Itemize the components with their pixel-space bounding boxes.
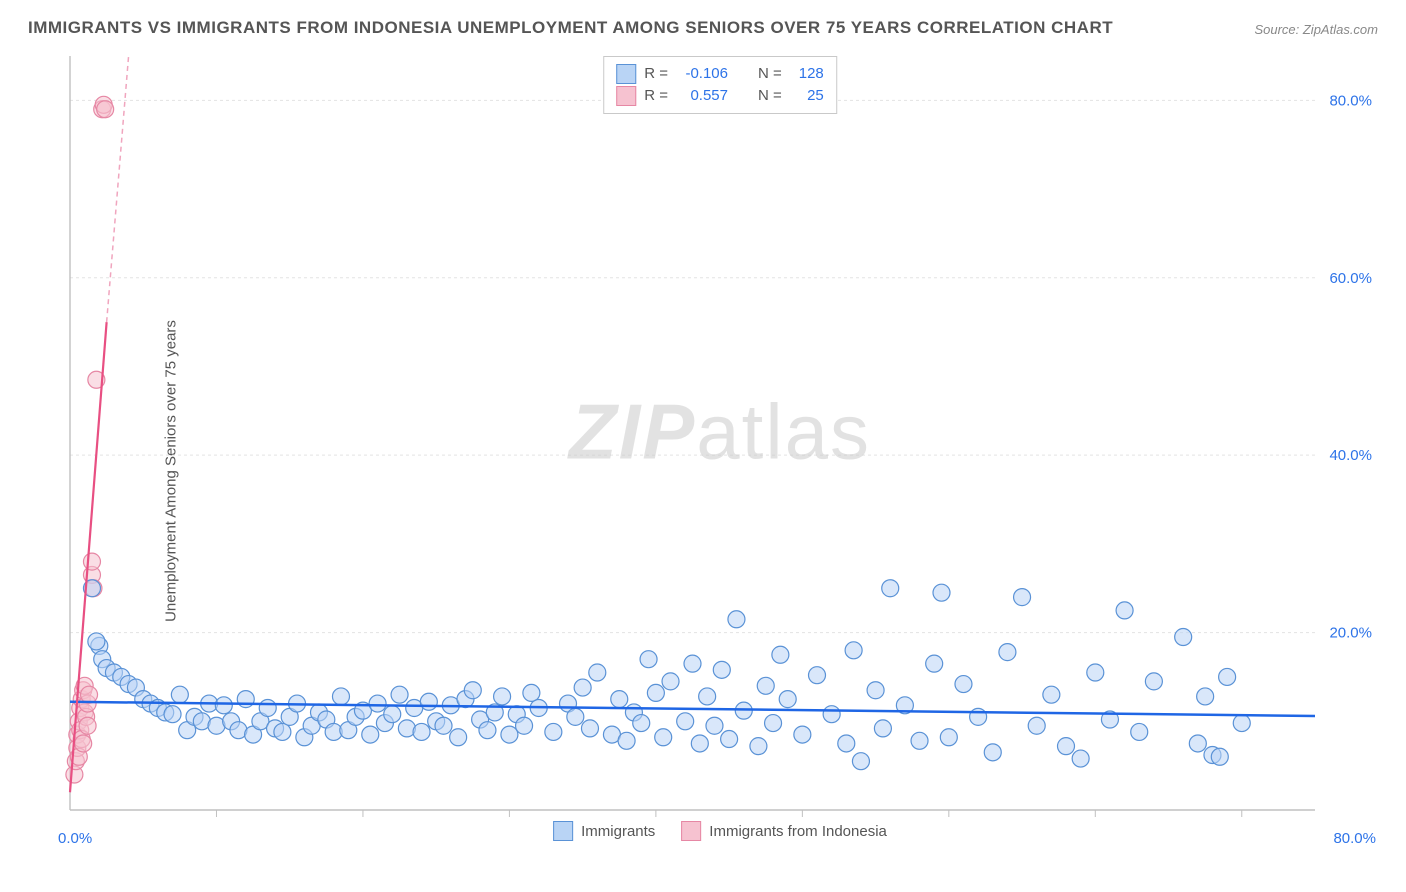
- correlation-legend: R = -0.106 N = 128 R = 0.557 N = 25: [603, 56, 837, 114]
- series-legend: Immigrants Immigrants from Indonesia: [553, 821, 887, 841]
- r-label: R =: [644, 63, 668, 85]
- legend-item-indonesia: Immigrants from Indonesia: [681, 821, 887, 841]
- source-link[interactable]: ZipAtlas.com: [1303, 22, 1378, 37]
- source-prefix: Source:: [1254, 22, 1302, 37]
- swatch-immigrants: [616, 64, 636, 84]
- legend-label-indonesia: Immigrants from Indonesia: [709, 823, 887, 840]
- chart-container: Unemployment Among Seniors over 75 years…: [0, 50, 1406, 892]
- legend-row-indonesia: R = 0.557 N = 25: [616, 85, 824, 107]
- legend-row-immigrants: R = -0.106 N = 128: [616, 63, 824, 85]
- svg-text:40.0%: 40.0%: [1329, 447, 1372, 464]
- legend-item-immigrants: Immigrants: [553, 821, 655, 841]
- plot-area: R = -0.106 N = 128 R = 0.557 N = 25 20.0…: [60, 50, 1380, 845]
- swatch-immigrants: [553, 821, 573, 841]
- legend-label-immigrants: Immigrants: [581, 823, 655, 840]
- r-value-indonesia: 0.557: [676, 85, 728, 107]
- svg-text:80.0%: 80.0%: [1329, 92, 1372, 109]
- svg-text:60.0%: 60.0%: [1329, 270, 1372, 287]
- chart-title: IMMIGRANTS VS IMMIGRANTS FROM INDONESIA …: [28, 18, 1113, 38]
- source-attribution: Source: ZipAtlas.com: [1254, 22, 1378, 37]
- swatch-indonesia: [681, 821, 701, 841]
- swatch-indonesia: [616, 86, 636, 106]
- n-label: N =: [758, 85, 782, 107]
- r-value-immigrants: -0.106: [676, 63, 728, 85]
- n-value-immigrants: 128: [790, 63, 824, 85]
- chart-svg: 20.0% 40.0% 60.0% 80.0%: [60, 50, 1380, 845]
- n-label: N =: [758, 63, 782, 85]
- svg-text:20.0%: 20.0%: [1329, 625, 1372, 642]
- origin-label: 0.0%: [58, 830, 92, 847]
- xmax-label: 80.0%: [1333, 830, 1376, 847]
- n-value-indonesia: 25: [790, 85, 824, 107]
- r-label: R =: [644, 85, 668, 107]
